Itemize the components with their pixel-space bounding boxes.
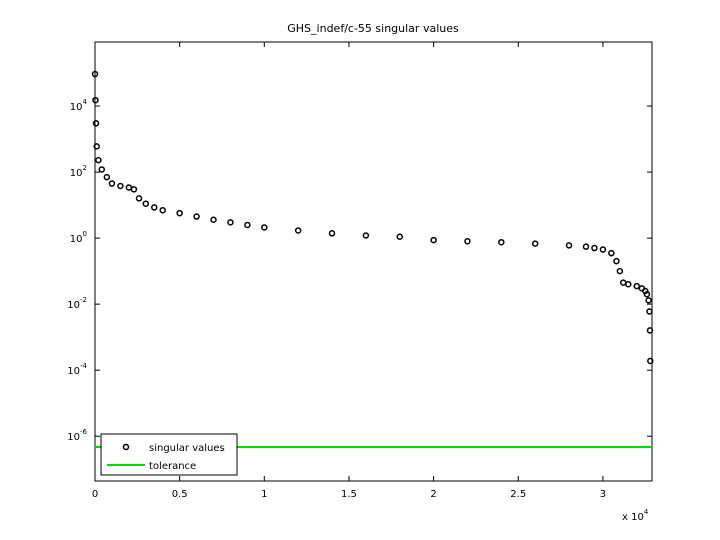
y-tick-label: 102 bbox=[70, 164, 87, 179]
y-tick-label: 10-2 bbox=[67, 296, 87, 311]
marker bbox=[613, 257, 620, 265]
marker bbox=[643, 290, 651, 298]
marker bbox=[193, 213, 200, 220]
marker bbox=[92, 120, 100, 127]
x-tick-label: 0 bbox=[92, 489, 98, 500]
marker bbox=[362, 232, 370, 239]
x-tick-label: 1.5 bbox=[341, 489, 357, 500]
marker bbox=[210, 216, 217, 223]
y-tick-label: 100 bbox=[70, 230, 87, 245]
y-tick-label: 10-4 bbox=[67, 362, 87, 377]
marker bbox=[93, 143, 100, 150]
marker bbox=[599, 246, 607, 253]
marker bbox=[616, 267, 624, 275]
marker bbox=[261, 224, 268, 231]
marker bbox=[396, 233, 403, 240]
x-tick-label: 0.5 bbox=[172, 489, 188, 500]
y-tick-label: 104 bbox=[70, 98, 88, 113]
marker bbox=[244, 221, 251, 229]
marker bbox=[591, 244, 598, 252]
marker bbox=[159, 206, 166, 214]
marker bbox=[464, 238, 471, 245]
marker bbox=[117, 182, 124, 190]
marker bbox=[142, 200, 150, 207]
marker bbox=[103, 173, 111, 181]
marker bbox=[92, 96, 99, 104]
marker bbox=[98, 166, 106, 173]
x-tick-label: 3 bbox=[600, 489, 606, 500]
y-tick-label: 10-6 bbox=[67, 428, 87, 443]
marker bbox=[176, 209, 183, 217]
marker bbox=[108, 180, 116, 187]
x-multiplier: x 104 bbox=[622, 508, 649, 523]
marker bbox=[227, 219, 234, 226]
marker bbox=[647, 357, 654, 365]
legend-label: tolerance bbox=[149, 461, 196, 472]
chart-title: GHS_indef/c-55 singular values bbox=[287, 22, 459, 35]
marker bbox=[91, 70, 99, 78]
plot-area bbox=[94, 41, 653, 482]
x-tick-label: 2 bbox=[430, 489, 436, 500]
marker bbox=[430, 236, 437, 244]
x-tick-label: 1 bbox=[261, 489, 267, 500]
marker bbox=[646, 327, 654, 334]
marker bbox=[95, 156, 102, 164]
marker bbox=[328, 230, 336, 237]
legend-marker bbox=[122, 443, 130, 451]
marker bbox=[135, 195, 143, 202]
marker bbox=[645, 297, 652, 304]
marker bbox=[294, 227, 302, 234]
marker bbox=[565, 242, 573, 249]
marker bbox=[646, 308, 653, 315]
marker bbox=[130, 186, 138, 193]
marker bbox=[531, 240, 539, 247]
legend-box bbox=[100, 433, 238, 476]
marker bbox=[625, 281, 632, 288]
marker bbox=[582, 243, 590, 250]
legend-label: singular values bbox=[149, 443, 225, 454]
marker bbox=[633, 282, 641, 290]
marker bbox=[151, 204, 158, 211]
marker bbox=[498, 238, 505, 246]
x-tick-label: 2.5 bbox=[510, 489, 526, 500]
marker bbox=[608, 249, 615, 257]
